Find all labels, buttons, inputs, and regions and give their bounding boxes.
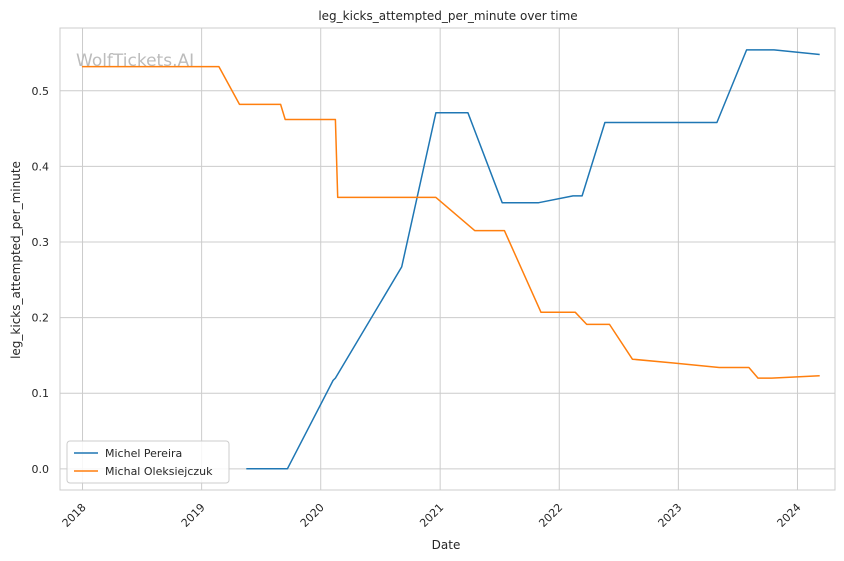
legend-box [66, 440, 230, 484]
x-tick-label: 2019 [179, 501, 208, 530]
x-axis-ticks: 2018 2019 2020 2021 2022 2023 2024 [60, 501, 804, 530]
series-line-1 [246, 49, 820, 470]
grid [60, 28, 835, 490]
y-tick-label: 0.5 [32, 85, 50, 98]
x-axis-label: Date [432, 538, 461, 552]
y-tick-label: 0.2 [32, 312, 50, 325]
series-line-2 [81, 65, 820, 379]
y-tick-label: 0.0 [32, 463, 50, 476]
x-tick-label: 2023 [655, 501, 684, 530]
legend-label: Michal Oleksiejczuk [105, 465, 213, 478]
x-tick-label: 2018 [60, 501, 89, 530]
x-tick-label: 2022 [536, 501, 565, 530]
y-tick-label: 0.4 [32, 160, 50, 173]
x-tick-label: 2020 [298, 501, 327, 530]
y-axis-label: leg_kicks_attempted_per_minute [9, 161, 23, 359]
x-tick-label: 2024 [775, 501, 804, 530]
y-tick-label: 0.3 [32, 236, 50, 249]
x-tick-label: 2021 [417, 501, 446, 530]
legend-label: Michel Pereira [105, 447, 182, 460]
series-lines [81, 49, 820, 470]
y-tick-label: 0.1 [32, 387, 50, 400]
y-axis-ticks: 0.0 0.1 0.2 0.3 0.4 0.5 [32, 85, 50, 476]
plot-area [59, 27, 836, 491]
chart-title: leg_kicks_attempted_per_minute over time [318, 9, 577, 23]
legend: Michel Pereira Michal Oleksiejczuk [66, 440, 230, 484]
watermark: WolfTickets.AI [76, 51, 194, 71]
